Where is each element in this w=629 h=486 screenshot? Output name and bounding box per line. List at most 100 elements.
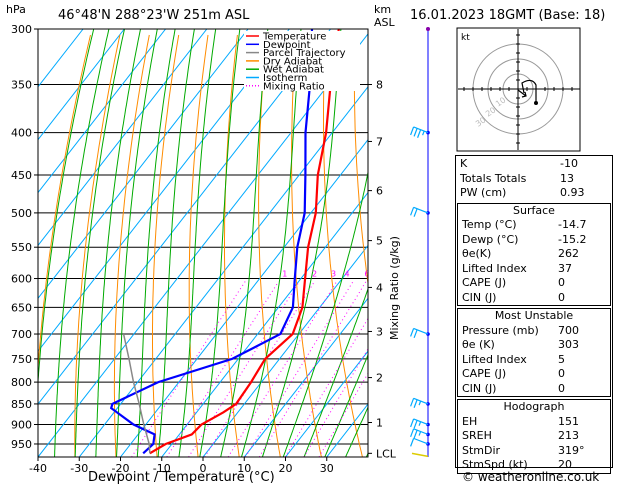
index-value: -15.2 <box>558 232 587 246</box>
index-label: CIN (J) <box>462 381 497 395</box>
index-label: Totals Totals <box>460 171 527 185</box>
index-label: CAPE (J) <box>462 367 507 380</box>
hodograph-section: Hodograph EH 151 SREH 213 StmDir 319° StmSpd (… <box>457 399 611 474</box>
wet-adiabat-line <box>282 169 368 457</box>
wind-barb <box>410 428 430 439</box>
index-label: SREH <box>462 429 492 442</box>
series-temperature <box>149 29 340 455</box>
index-value: 303 <box>558 338 579 351</box>
legend-label: Isotherm <box>263 73 307 84</box>
mixing-ratio-label: 3 <box>331 270 336 279</box>
mixing-ratio-line <box>244 281 354 457</box>
km-label: km <box>374 3 391 16</box>
legend-label: Temperature <box>262 32 326 43</box>
index-row: CAPE (J) 0 <box>458 367 610 382</box>
legend-label: Parcel Trajectory <box>263 48 346 59</box>
asl-label: ASL <box>374 16 396 29</box>
index-value: 151 <box>558 414 579 428</box>
mixing-ratio-label: 25 <box>444 270 454 279</box>
index-row: θe(K) 262 <box>458 247 610 262</box>
most-unstable-section: Most Unstable Pressure (mb) 700 θe (K) 303 L… <box>457 308 611 397</box>
wind-barb <box>410 206 430 217</box>
hodograph-kt-label: kt <box>461 33 470 43</box>
mixing-ratio-label: 1 <box>282 270 287 279</box>
index-value: 5 <box>558 352 565 366</box>
x-tick-label: -20 <box>112 462 130 475</box>
index-row: Lifted Index 37 <box>458 262 610 277</box>
wet-adiabat-line <box>136 29 176 457</box>
mixing-ratio-line <box>166 281 280 457</box>
dry-adiabat-line <box>113 34 150 457</box>
y-tick-label: 700 <box>11 328 32 341</box>
index-label: CIN (J) <box>462 290 497 304</box>
km-tick-label: 3 <box>376 325 383 338</box>
isotherm-line <box>285 350 368 457</box>
index-row: θe (K) 303 <box>458 338 610 353</box>
wet-adiabat-line <box>324 353 368 457</box>
plot-area: 1 2 3 4 6 8 10 15 20 25 <box>37 28 454 458</box>
indices-panel: K -10 Totals Totals 13 PW (cm) 0.93 Surface T… <box>455 155 613 474</box>
legend-label: Dry Adiabat <box>263 56 322 67</box>
y-tick-label: 600 <box>11 273 32 286</box>
isotherm-line <box>38 29 125 141</box>
index-value: -14.7 <box>558 218 587 231</box>
dry-adiabat-line <box>152 34 180 457</box>
index-value: 13 <box>560 171 574 185</box>
plot-frame <box>38 29 368 457</box>
index-value: 0 <box>558 290 565 304</box>
wet-adiabat-line <box>178 29 217 457</box>
wet-adiabat-line <box>345 406 368 457</box>
x-tick-label: -40 <box>29 462 47 475</box>
index-row: EH 151 <box>458 415 610 430</box>
km-tick-label: 8 <box>376 78 383 91</box>
index-row: SREH 213 <box>458 429 610 444</box>
index-value: 0 <box>558 367 565 380</box>
y-tick-label: 950 <box>11 438 32 451</box>
surface-title: Surface <box>513 203 555 217</box>
x-tick-label: 0 <box>200 462 207 475</box>
mixing-ratio-label: 4 <box>345 270 350 279</box>
wind-barb <box>410 418 430 429</box>
index-value: 0 <box>558 276 565 289</box>
index-row: CIN (J) 0 <box>458 291 610 306</box>
wind-top-marker <box>426 27 430 31</box>
y-tick-label: 350 <box>11 78 32 91</box>
y-tick-label: 400 <box>11 127 32 140</box>
y-tick-label: 450 <box>11 169 32 182</box>
x-tick-label: 30 <box>320 462 334 475</box>
dry-adiabat-line <box>291 34 322 457</box>
wet-adiabat-line <box>241 29 302 457</box>
wet-adiabat-line <box>38 29 95 389</box>
index-row: K -10 <box>456 157 612 172</box>
x-axis-title: Dewpoint / Temperature (°C) <box>88 470 275 485</box>
mixing-ratio-label: 8 <box>379 270 384 279</box>
y-tick-label: 750 <box>11 353 32 366</box>
index-value: 37 <box>558 261 572 275</box>
km-tick-label: 1 <box>376 417 383 430</box>
wet-adiabat-line <box>303 287 368 457</box>
storm-motion-arrow <box>517 89 527 98</box>
hodograph-trace <box>521 79 537 103</box>
index-value: 0 <box>558 381 565 395</box>
wind-barb <box>410 327 430 339</box>
wet-adiabat-line <box>74 29 125 457</box>
index-value: 213 <box>558 429 579 442</box>
index-row: Dewp (°C) -15.2 <box>458 233 610 248</box>
y-tick-label: 850 <box>11 398 32 411</box>
wet-adiabat-line <box>261 29 342 457</box>
index-row: Lifted Index 5 <box>458 353 610 368</box>
index-label: Lifted Index <box>462 352 527 366</box>
hpa-label: hPa <box>6 3 26 16</box>
index-label: K <box>460 157 468 170</box>
index-row: Totals Totals 13 <box>456 172 612 187</box>
mixing-ratio-axis-title: Mixing Ratio (g/kg) <box>388 236 401 340</box>
footer-credit[interactable]: © weatheronline.co.uk <box>462 470 600 484</box>
x-tick-label: 20 <box>279 462 293 475</box>
mixing-ratio-label: 20 <box>430 270 440 279</box>
index-value: 700 <box>558 323 579 337</box>
index-label: EH <box>462 414 478 428</box>
index-row: CIN (J) 0 <box>458 382 610 397</box>
index-label: CAPE (J) <box>462 276 507 289</box>
index-value: -10 <box>560 157 578 170</box>
